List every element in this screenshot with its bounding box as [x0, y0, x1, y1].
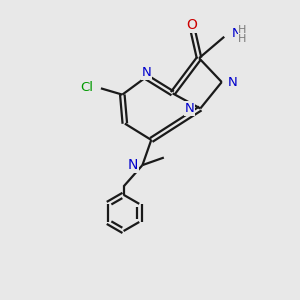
Text: N: N [128, 158, 138, 172]
Text: H: H [238, 34, 246, 44]
Text: O: O [186, 18, 197, 32]
Text: N: N [141, 66, 151, 79]
Text: N: N [231, 27, 241, 40]
Text: N: N [185, 102, 195, 115]
Text: N: N [227, 76, 237, 88]
Text: Cl: Cl [80, 81, 93, 94]
Text: H: H [238, 26, 247, 35]
